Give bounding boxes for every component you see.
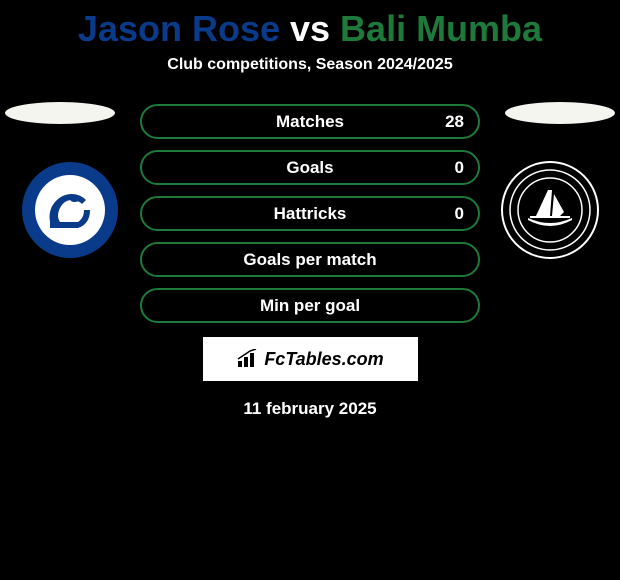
stat-label: Matches (142, 112, 478, 132)
stat-value-right: 0 (455, 158, 464, 178)
stats-list: Matches28Goals0Hattricks0Goals per match… (140, 102, 480, 323)
player1-club-badge: 1885 (20, 160, 120, 260)
stat-row: Hattricks0 (140, 196, 480, 231)
stat-row: Matches28 (140, 104, 480, 139)
stat-label: Min per goal (142, 296, 478, 316)
stat-value-right: 28 (445, 112, 464, 132)
svg-text:1885: 1885 (62, 237, 78, 244)
player1-photo-placeholder (5, 102, 115, 124)
subtitle: Club competitions, Season 2024/2025 (0, 56, 620, 74)
main-panel: 1885 Matches28Goals0Hattricks0Goals per … (0, 102, 620, 419)
player2-club-badge (500, 160, 600, 260)
stat-label: Goals (142, 158, 478, 178)
player2-name: Bali Mumba (340, 8, 542, 49)
stat-label: Goals per match (142, 250, 478, 270)
stat-label: Hattricks (142, 204, 478, 224)
chart-icon (236, 349, 260, 369)
vs-text: vs (280, 8, 340, 49)
stat-value-right: 0 (455, 204, 464, 224)
source-logo-text: FcTables.com (264, 349, 383, 370)
date-text: 11 february 2025 (0, 399, 620, 419)
player1-name: Jason Rose (78, 8, 280, 49)
stat-row: Goals0 (140, 150, 480, 185)
stat-row: Goals per match (140, 242, 480, 277)
stat-row: Min per goal (140, 288, 480, 323)
player2-photo-placeholder (505, 102, 615, 124)
comparison-title: Jason Rose vs Bali Mumba (0, 0, 620, 50)
source-logo: FcTables.com (203, 337, 418, 381)
